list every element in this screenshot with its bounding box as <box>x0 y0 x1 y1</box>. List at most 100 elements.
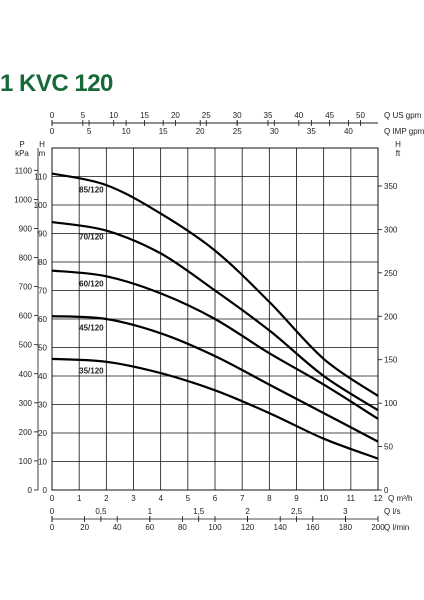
m-tick-label: 20 <box>38 429 47 438</box>
imp-gpm-tick-label: 30 <box>270 127 279 136</box>
kpa-tick-label: 700 <box>19 283 33 292</box>
kpa-tick-label: 400 <box>19 370 33 379</box>
ls-tick-label: 1,5 <box>193 507 205 516</box>
lmin-tick-label: 100 <box>208 523 222 532</box>
us-gpm-axis-title: Q US gpm <box>384 111 422 120</box>
us-gpm-tick-label: 15 <box>140 111 149 120</box>
ft-tick-label: 250 <box>384 269 398 278</box>
page-title: 1 KVC 120 <box>0 70 113 97</box>
lmin-tick-label: 20 <box>80 523 89 532</box>
us-gpm-tick-label: 30 <box>233 111 242 120</box>
series-label: 35/120 <box>79 366 104 375</box>
imp-gpm-tick-label: 10 <box>122 127 131 136</box>
lmin-tick-label: 60 <box>145 523 154 532</box>
imp-gpm-tick-label: 35 <box>307 127 316 136</box>
kpa-tick-label: 800 <box>19 254 33 263</box>
us-gpm-tick-label: 10 <box>109 111 118 120</box>
ls-tick-label: 2,5 <box>291 507 303 516</box>
series-label: 45/120 <box>79 324 104 333</box>
kpa-tick-label: 600 <box>19 312 33 321</box>
ls-tick-label: 0,5 <box>95 507 107 516</box>
m3h-tick-label: 10 <box>319 494 328 503</box>
ls-tick-label: 0 <box>50 507 55 516</box>
series-line-85-120 <box>51 172 379 397</box>
lmin-tick-label: 200 <box>371 523 385 532</box>
m3h-tick-label: 7 <box>240 494 245 503</box>
series-line-35-120 <box>51 357 379 460</box>
m-tick-label: 40 <box>38 372 47 381</box>
series-label: 60/120 <box>79 279 104 288</box>
kpa-tick-label: 1000 <box>14 195 32 204</box>
us-gpm-tick-label: 45 <box>325 111 334 120</box>
ls-axis-title: Q l/s <box>384 507 400 516</box>
us-gpm-tick-label: 0 <box>50 111 55 120</box>
series-label: 70/120 <box>79 232 104 241</box>
lmin-tick-label: 0 <box>50 523 55 532</box>
ft-tick-label: 350 <box>384 182 398 191</box>
imp-gpm-tick-label: 5 <box>87 127 92 136</box>
ls-tick-label: 1 <box>148 507 153 516</box>
m3h-axis-title: Q m³/h <box>388 494 412 503</box>
m-axis-title: H <box>39 140 45 149</box>
ft-tick-label: 100 <box>384 399 398 408</box>
us-gpm-tick-label: 5 <box>81 111 86 120</box>
m3h-tick-label: 3 <box>131 494 136 503</box>
lmin-tick-label: 140 <box>274 523 288 532</box>
ft-axis-title: H <box>395 140 401 149</box>
us-gpm-tick-label: 35 <box>264 111 273 120</box>
kpa-axis-unit: kPa <box>15 149 29 158</box>
m3h-tick-label: 0 <box>50 494 55 503</box>
kpa-tick-label: 300 <box>19 399 33 408</box>
us-gpm-tick-label: 40 <box>294 111 303 120</box>
m-tick-label: 110 <box>34 173 47 182</box>
imp-gpm-tick-label: 25 <box>233 127 242 136</box>
m-tick-label: 0 <box>43 486 48 495</box>
kpa-axis-title: P <box>19 140 24 149</box>
m-tick-label: 100 <box>34 201 48 210</box>
imp-gpm-tick-label: 40 <box>344 127 353 136</box>
series-line-70-120 <box>51 221 379 412</box>
ft-axis-unit: ft <box>396 149 401 158</box>
kpa-tick-label: 500 <box>19 341 33 350</box>
imp-gpm-tick-label: 20 <box>196 127 205 136</box>
kpa-tick-label: 200 <box>19 428 33 437</box>
us-gpm-tick-label: 50 <box>356 111 365 120</box>
m3h-tick-label: 9 <box>294 494 299 503</box>
ft-tick-label: 200 <box>384 312 398 321</box>
kpa-tick-label: 900 <box>19 224 33 233</box>
kpa-tick-label: 100 <box>19 457 33 466</box>
m-tick-label: 30 <box>38 401 47 410</box>
imp-gpm-tick-label: 0 <box>50 127 55 136</box>
kpa-tick-label: 0 <box>28 486 33 495</box>
ft-tick-label: 0 <box>384 486 389 495</box>
m3h-tick-label: 6 <box>213 494 218 503</box>
m3h-tick-label: 5 <box>186 494 191 503</box>
series-label: 85/120 <box>79 185 104 194</box>
m3h-tick-label: 11 <box>347 494 356 503</box>
lmin-tick-label: 40 <box>113 523 122 532</box>
m3h-tick-label: 1 <box>77 494 82 503</box>
us-gpm-tick-label: 20 <box>171 111 180 120</box>
ft-tick-label: 50 <box>384 443 393 452</box>
series-line-60-120 <box>51 269 379 420</box>
m3h-tick-label: 8 <box>267 494 272 503</box>
m-tick-label: 60 <box>38 315 47 324</box>
m-tick-label: 70 <box>38 287 47 296</box>
m-tick-label: 50 <box>38 344 47 353</box>
lmin-axis-title: Q l/min <box>384 523 409 532</box>
us-gpm-tick-label: 25 <box>202 111 211 120</box>
m3h-tick-label: 12 <box>374 494 383 503</box>
m-tick-label: 90 <box>38 230 47 239</box>
series-line-45-120 <box>51 315 379 443</box>
imp-gpm-tick-label: 15 <box>159 127 168 136</box>
ft-tick-label: 300 <box>384 225 398 234</box>
lmin-tick-label: 160 <box>306 523 320 532</box>
lmin-tick-label: 120 <box>241 523 255 532</box>
ft-tick-label: 150 <box>384 356 398 365</box>
m3h-tick-label: 4 <box>158 494 163 503</box>
m3h-tick-label: 2 <box>104 494 109 503</box>
m-tick-label: 10 <box>38 458 47 467</box>
lmin-tick-label: 80 <box>178 523 187 532</box>
kpa-tick-label: 1100 <box>15 166 33 175</box>
